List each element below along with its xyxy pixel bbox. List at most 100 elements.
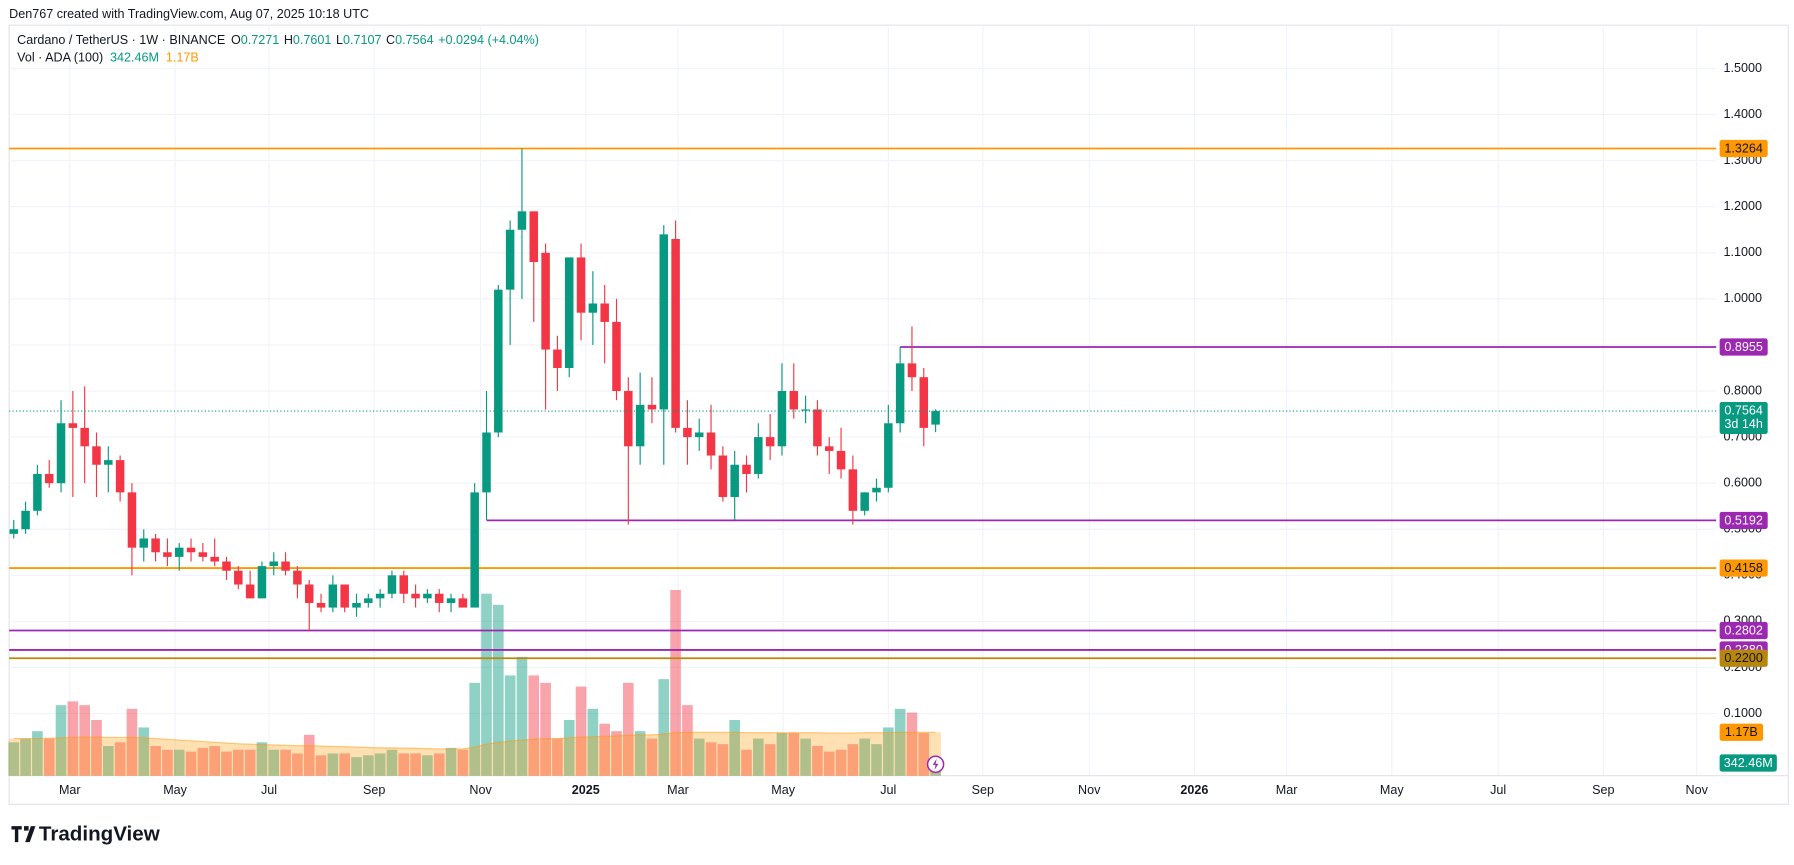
volume-bar bbox=[185, 751, 197, 776]
candle-body bbox=[919, 377, 929, 428]
volume-bar bbox=[55, 705, 67, 776]
y-tick-label: 0.6000 bbox=[1723, 475, 1761, 489]
candle-body bbox=[281, 561, 290, 571]
volume-ma-tag-label: 1.17B bbox=[1725, 725, 1758, 739]
volume-bar bbox=[611, 731, 622, 776]
y-tick-label: 1.5000 bbox=[1723, 61, 1761, 75]
level-tag bbox=[1719, 511, 1768, 529]
volume-bar bbox=[776, 733, 788, 776]
candle-body bbox=[210, 556, 219, 562]
candle-body bbox=[33, 473, 42, 511]
candle-body bbox=[600, 303, 609, 322]
volume-bar bbox=[741, 749, 752, 776]
volume-bar bbox=[481, 593, 492, 776]
candle-body bbox=[754, 437, 763, 474]
candle-body bbox=[186, 547, 196, 553]
volume-bar bbox=[268, 749, 280, 776]
volume-ma-value: 1.17B bbox=[166, 51, 199, 65]
candle-body bbox=[659, 234, 669, 410]
volume-bar bbox=[398, 753, 410, 776]
candle-body bbox=[304, 584, 314, 603]
candle-body bbox=[884, 423, 893, 488]
candle-body bbox=[813, 409, 822, 447]
x-tick-label: Jul bbox=[880, 783, 896, 797]
level-tag bbox=[1719, 338, 1768, 356]
volume-bar bbox=[91, 720, 102, 776]
countdown-label: 3d 14h bbox=[1724, 417, 1762, 431]
volume-bar bbox=[871, 744, 882, 776]
credit: Den767 created with TradingView.com, Aug… bbox=[9, 7, 369, 21]
candle-body bbox=[21, 510, 30, 530]
candle-body bbox=[56, 423, 66, 484]
y-tick-label: 1.1000 bbox=[1723, 245, 1761, 259]
candle-body bbox=[931, 411, 940, 425]
candle-body bbox=[801, 409, 810, 411]
volume-bar bbox=[209, 746, 220, 776]
price-tag-label: 0.7564 bbox=[1724, 403, 1762, 417]
level-tag bbox=[1719, 139, 1768, 158]
volume-bar bbox=[8, 742, 20, 776]
volume-title: Vol · ADA (100) bbox=[17, 51, 103, 65]
candle-body bbox=[635, 404, 645, 447]
volume-bar bbox=[445, 747, 457, 776]
volume-bar bbox=[918, 733, 930, 776]
volume-tag bbox=[1719, 754, 1777, 772]
volume-bar bbox=[67, 701, 79, 776]
legend-volume: Vol · ADA (100) 342.46M 1.17B bbox=[17, 51, 199, 65]
candle-body bbox=[647, 404, 657, 410]
volume-ma-tag bbox=[1719, 723, 1764, 741]
volume-bar bbox=[433, 753, 445, 776]
volume-bar bbox=[540, 682, 551, 776]
volume-bar bbox=[563, 720, 575, 776]
volume-bar bbox=[102, 746, 114, 776]
volume-bar bbox=[457, 749, 469, 776]
candle-body bbox=[482, 432, 491, 493]
y-tick-label: 1.2000 bbox=[1723, 199, 1761, 213]
candle-body bbox=[44, 473, 54, 484]
legend-title: Cardano / TetherUS · 1W · BINANCE bbox=[17, 34, 225, 48]
candle-body bbox=[68, 423, 78, 428]
volume-bar bbox=[221, 751, 232, 776]
volume-bar bbox=[492, 604, 504, 776]
level-label: 0.2200 bbox=[1724, 651, 1762, 665]
y-tick-label: 0.1000 bbox=[1723, 706, 1761, 720]
volume-bar bbox=[362, 755, 374, 776]
volume-bar bbox=[705, 742, 717, 776]
level-tag bbox=[1719, 559, 1768, 577]
candle-body bbox=[9, 529, 19, 534]
candle-body bbox=[458, 598, 468, 608]
candle-body bbox=[706, 432, 716, 456]
candle-body bbox=[730, 464, 739, 497]
candle-body bbox=[399, 575, 409, 594]
x-tick-label: Sep bbox=[972, 783, 994, 797]
legend-value: 0.7601 bbox=[293, 34, 331, 48]
level-label: 0.2802 bbox=[1724, 623, 1762, 637]
level-label: 0.5192 bbox=[1724, 513, 1762, 527]
volume-bar bbox=[303, 734, 315, 776]
candle-body bbox=[80, 427, 89, 447]
candle-body bbox=[895, 363, 905, 424]
volume-bar bbox=[292, 753, 303, 776]
candle-body bbox=[470, 492, 479, 608]
level-label: 0.4158 bbox=[1724, 561, 1762, 575]
x-tick-label: Mar bbox=[59, 783, 81, 797]
candle-body bbox=[777, 391, 787, 447]
candle-body bbox=[115, 460, 125, 493]
volume-bar bbox=[800, 738, 811, 776]
candle-body bbox=[328, 584, 338, 608]
candle-body bbox=[257, 566, 267, 599]
candle-body bbox=[541, 252, 550, 350]
y-tick-label: 1.0000 bbox=[1723, 291, 1761, 305]
candle-body bbox=[765, 437, 775, 447]
volume-bar bbox=[422, 755, 433, 776]
volume-bar bbox=[232, 749, 244, 776]
volume-bar bbox=[552, 738, 563, 776]
legend-key: O bbox=[231, 34, 241, 48]
volume-bar bbox=[114, 742, 126, 776]
legend-value: 0.7564 bbox=[395, 34, 433, 48]
brand-name: TradingView bbox=[39, 823, 161, 846]
volume-bar bbox=[894, 708, 906, 776]
candle-body bbox=[624, 391, 633, 447]
candle-body bbox=[364, 598, 373, 603]
candle-body bbox=[824, 446, 834, 451]
